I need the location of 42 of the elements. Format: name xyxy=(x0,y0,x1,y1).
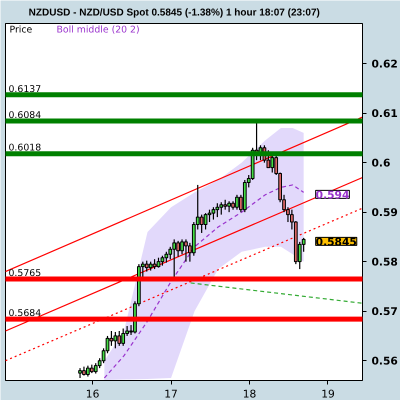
candlestick xyxy=(270,154,274,174)
candlestick xyxy=(144,260,149,272)
ref-line-label: 0.6084 xyxy=(8,110,42,122)
candlestick xyxy=(184,238,188,262)
candlestick xyxy=(219,202,224,216)
candlestick xyxy=(152,258,156,270)
ref-line-label: 0.6018 xyxy=(8,142,42,154)
y-tick-label: 0.6 xyxy=(372,156,390,170)
y-tick-label: 0.56 xyxy=(372,354,398,368)
x-tick-label: 18 xyxy=(242,388,257,400)
y-tick-label: 0.57 xyxy=(372,305,398,318)
candlestick xyxy=(227,200,231,213)
candlestick xyxy=(117,330,122,346)
candlestick xyxy=(113,331,118,349)
candlestick xyxy=(215,202,220,218)
candlestick xyxy=(200,214,204,234)
candlestick xyxy=(156,257,160,268)
y-tick-label: 0.58 xyxy=(372,256,398,269)
ref-line-label: 0.5684 xyxy=(8,308,42,320)
line-series xyxy=(104,184,304,379)
annotation: Price xyxy=(10,24,33,36)
text: Boll middle (20 2) xyxy=(56,24,140,36)
candlestick xyxy=(164,251,168,264)
candlestick xyxy=(204,212,208,230)
y-tick-label: 0.62 xyxy=(372,58,398,71)
chart-title: NZDUSD - NZD/USD Spot 0.5845 (-1.38%) 1 hour 18:07 (23:07) xyxy=(28,8,320,18)
candlestick xyxy=(86,365,90,378)
candlestick xyxy=(223,199,228,210)
candlestick xyxy=(266,150,270,168)
ref-line-label: 0.5765 xyxy=(8,268,42,279)
x-tick-label: 17 xyxy=(164,388,178,400)
x-tick-label: 19 xyxy=(321,388,335,400)
candlestick xyxy=(212,206,216,220)
candlestick xyxy=(78,368,82,379)
candlestick xyxy=(235,194,239,210)
ref-line-label: 0.6137 xyxy=(8,84,42,95)
candlestick xyxy=(121,328,126,346)
annotation: 0.594 xyxy=(316,188,350,202)
candlestick xyxy=(160,255,164,266)
x-tick-label: 16 xyxy=(86,388,100,400)
y-tick-label: 0.59 xyxy=(372,206,398,220)
y-tick-label: 0.61 xyxy=(372,107,398,120)
